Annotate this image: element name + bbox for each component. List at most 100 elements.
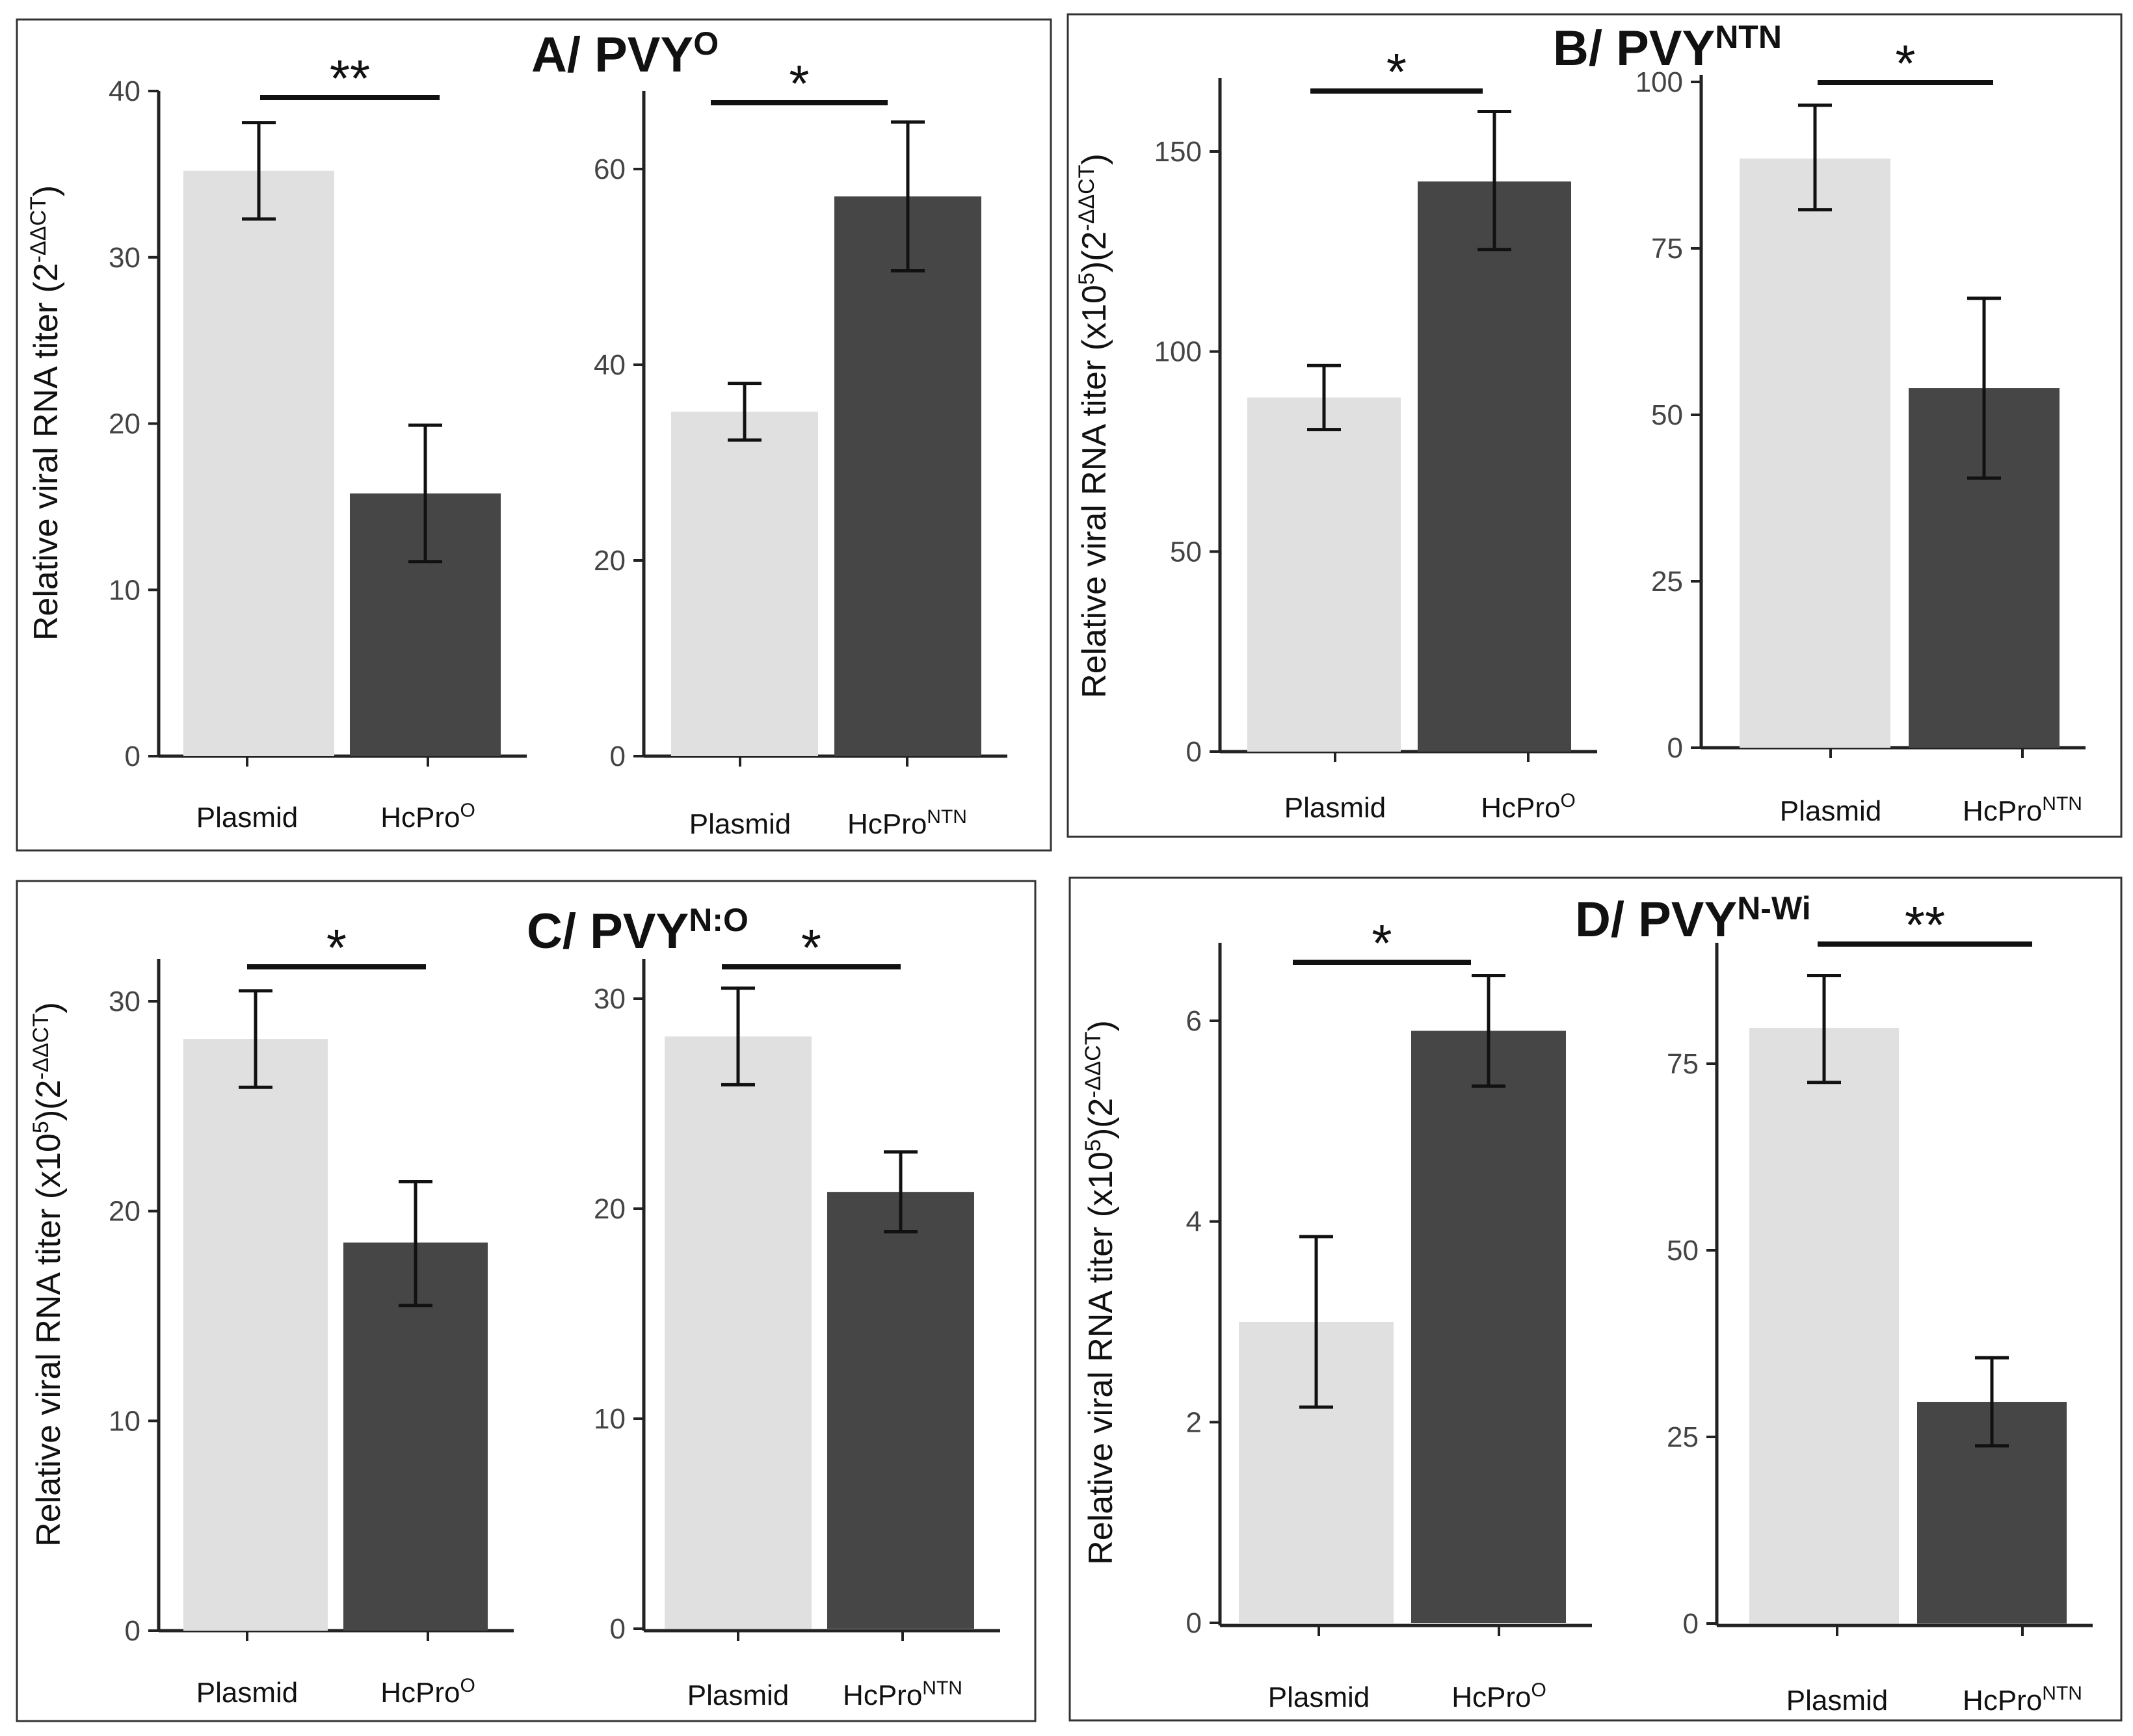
chart-8-category-label-0: Plasmid bbox=[1786, 1685, 1888, 1716]
chart-5-errorbar-0 bbox=[239, 989, 272, 1089]
chart-7-ytick-label-0: 0 bbox=[1186, 1607, 1202, 1639]
chart-6-bar-hcpro bbox=[827, 1192, 974, 1629]
chart-3-significance-marker: * bbox=[1386, 43, 1407, 101]
chart-7-category-label-0: Plasmid bbox=[1268, 1681, 1370, 1713]
chart-4-ytick-label-2: 50 bbox=[1651, 399, 1683, 431]
panel-c-frame bbox=[16, 880, 1037, 1722]
chart-6-category-label-1: HcProNTN bbox=[843, 1677, 962, 1711]
chart-4-ytick-label-3: 75 bbox=[1651, 233, 1683, 265]
chart-4-ytick-label-0: 0 bbox=[1667, 732, 1683, 764]
chart-2-bar-hcpro bbox=[834, 196, 981, 756]
chart-8-category-label-1: HcProNTN bbox=[1963, 1683, 2082, 1716]
chart-2-category-label-0: Plasmid bbox=[689, 808, 791, 840]
chart-7-category-label-1: HcProO bbox=[1451, 1679, 1546, 1713]
chart-5-ytick-label-2: 20 bbox=[109, 1196, 140, 1228]
chart-2-ytick-label-0: 0 bbox=[610, 741, 626, 772]
panel-b-ylabel: Relative viral RNA titer (x105)(2-ΔΔCT) bbox=[1074, 153, 1113, 698]
chart-4-ytick-label-4: 100 bbox=[1636, 66, 1683, 98]
chart-1-ytick-label-1: 10 bbox=[109, 574, 140, 606]
panel-d-frame bbox=[1068, 876, 2123, 1722]
chart-7-errorbar-0 bbox=[1299, 1235, 1333, 1409]
chart-2-ytick-label-2: 40 bbox=[594, 349, 626, 381]
chart-6-bar-plasmid bbox=[665, 1036, 812, 1629]
chart-3-category-label-1: HcProO bbox=[1481, 790, 1576, 824]
chart-4-bar-plasmid bbox=[1740, 158, 1890, 748]
chart-1-bar-plasmid bbox=[183, 170, 334, 756]
chart-7-significance-marker: * bbox=[1371, 914, 1392, 972]
chart-5-significance-marker: * bbox=[326, 919, 347, 977]
chart-1-errorbar-0 bbox=[242, 121, 276, 221]
chart-3-ytick-label-3: 150 bbox=[1154, 136, 1202, 168]
chart-3-errorbar-0 bbox=[1307, 363, 1341, 432]
chart-5-bar-hcpro bbox=[343, 1243, 488, 1631]
chart-6-errorbar-0 bbox=[721, 986, 755, 1086]
chart-1-ytick-label-3: 30 bbox=[109, 242, 140, 274]
chart-4-ytick-label-1: 25 bbox=[1651, 566, 1683, 598]
chart-2-ytick-label-1: 20 bbox=[594, 545, 626, 577]
chart-7-bar-hcpro bbox=[1411, 1031, 1566, 1623]
chart-3-ytick-label-2: 100 bbox=[1154, 336, 1202, 368]
chart-2-errorbar-0 bbox=[728, 382, 762, 442]
chart-8-ytick-label-0: 0 bbox=[1683, 1608, 1699, 1640]
chart-8-significance-marker: ** bbox=[1905, 896, 1945, 954]
chart-2-bar-plasmid bbox=[671, 412, 818, 756]
panel-a-title: A/ PVYO bbox=[531, 25, 719, 83]
chart-6-ytick-label-3: 30 bbox=[594, 983, 626, 1015]
chart-8-errorbar-1 bbox=[1975, 1356, 2009, 1448]
panel-c-ylabel: Relative viral RNA titer (x105)(2-ΔΔCT) bbox=[29, 1002, 68, 1547]
chart-3-bar-hcpro bbox=[1418, 181, 1571, 752]
chart-3-bar-plasmid bbox=[1247, 397, 1401, 752]
chart-4-errorbar-0 bbox=[1798, 103, 1832, 212]
chart-2-category-label-1: HcProNTN bbox=[847, 806, 967, 840]
chart-5-errorbar-1 bbox=[399, 1179, 432, 1308]
panel-b-frame bbox=[1066, 13, 2123, 838]
chart-6-ytick-label-0: 0 bbox=[610, 1613, 626, 1645]
chart-1-ytick-label-0: 0 bbox=[125, 741, 140, 772]
chart-4-significance-marker: * bbox=[1895, 34, 1915, 92]
chart-7-ytick-label-1: 2 bbox=[1186, 1406, 1202, 1438]
chart-8-ytick-label-2: 50 bbox=[1667, 1235, 1699, 1267]
panel-a-frame bbox=[16, 18, 1052, 852]
panel-a-ylabel: Relative viral RNA titer (2-ΔΔCT) bbox=[26, 185, 65, 640]
chart-5-ytick-label-1: 10 bbox=[109, 1405, 140, 1437]
chart-5-bar-plasmid bbox=[183, 1039, 328, 1631]
chart-7-errorbar-1 bbox=[1472, 974, 1505, 1088]
chart-2-ytick-label-3: 60 bbox=[594, 153, 626, 185]
panel-d-title: D/ PVYN-Wi bbox=[1575, 890, 1811, 947]
panel-d-ylabel: Relative viral RNA titer (x105)(2-ΔΔCT) bbox=[1081, 1020, 1120, 1565]
chart-6-category-label-0: Plasmid bbox=[687, 1679, 789, 1711]
chart-3-errorbar-1 bbox=[1477, 109, 1511, 252]
chart-7-ytick-label-2: 4 bbox=[1186, 1206, 1202, 1238]
chart-1-category-label-0: Plasmid bbox=[196, 802, 298, 834]
chart-3-ytick-label-1: 50 bbox=[1170, 536, 1202, 568]
chart-6-errorbar-1 bbox=[884, 1150, 918, 1234]
chart-4-errorbar-1 bbox=[1967, 296, 2001, 480]
chart-7-ytick-label-3: 6 bbox=[1186, 1005, 1202, 1037]
chart-5-ytick-label-3: 30 bbox=[109, 986, 140, 1018]
chart-6-ytick-label-2: 20 bbox=[594, 1193, 626, 1225]
chart-5-category-label-1: HcProO bbox=[380, 1675, 475, 1709]
chart-6-ytick-label-1: 10 bbox=[594, 1403, 626, 1435]
chart-4-category-label-1: HcProNTN bbox=[1963, 793, 2082, 827]
chart-2-errorbar-1 bbox=[891, 120, 925, 273]
chart-8-ytick-label-3: 75 bbox=[1667, 1048, 1699, 1080]
chart-1-ytick-label-2: 20 bbox=[109, 408, 140, 440]
chart-5-category-label-0: Plasmid bbox=[196, 1677, 298, 1709]
chart-3-ytick-label-0: 0 bbox=[1186, 736, 1202, 768]
chart-6-significance-marker: * bbox=[801, 919, 821, 977]
panel-b-title: B/ PVYNTN bbox=[1553, 19, 1782, 76]
chart-8-errorbar-0 bbox=[1807, 974, 1841, 1085]
chart-4-category-label-0: Plasmid bbox=[1780, 795, 1882, 827]
chart-2-significance-marker: * bbox=[789, 55, 809, 112]
panel-c-title: C/ PVYN:O bbox=[527, 902, 749, 959]
chart-1-category-label-1: HcProO bbox=[380, 800, 475, 834]
chart-3-category-label-0: Plasmid bbox=[1284, 792, 1386, 824]
chart-5-ytick-label-0: 0 bbox=[125, 1615, 140, 1647]
chart-1-significance-marker: ** bbox=[330, 49, 370, 107]
chart-8-ytick-label-1: 25 bbox=[1667, 1421, 1699, 1453]
chart-8-bar-plasmid bbox=[1749, 1027, 1899, 1624]
chart-1-ytick-label-4: 40 bbox=[109, 75, 140, 107]
chart-1-errorbar-1 bbox=[408, 423, 442, 564]
